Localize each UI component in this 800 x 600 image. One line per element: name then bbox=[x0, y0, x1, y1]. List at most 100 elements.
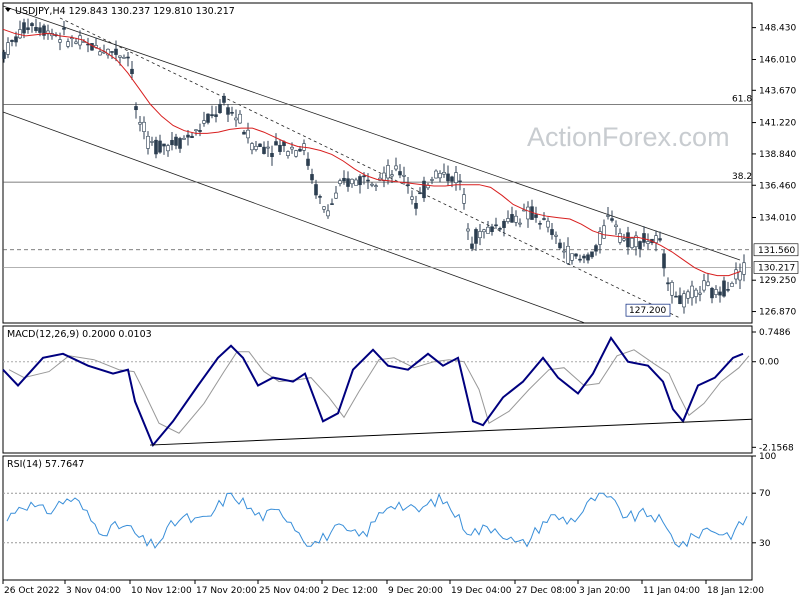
candle bbox=[542, 218, 546, 220]
candle bbox=[482, 229, 486, 233]
candle bbox=[690, 285, 694, 299]
fib-label: 61.8 bbox=[732, 94, 752, 104]
candle bbox=[450, 176, 454, 182]
macd-signal-line bbox=[8, 349, 750, 434]
candle bbox=[6, 42, 10, 55]
candle bbox=[126, 56, 130, 59]
candle bbox=[346, 178, 350, 187]
macd-line bbox=[2, 335, 744, 448]
candle bbox=[234, 117, 238, 121]
candle bbox=[322, 206, 326, 210]
candle bbox=[414, 202, 418, 209]
candle bbox=[706, 281, 710, 286]
candle bbox=[610, 218, 614, 221]
rsi-line bbox=[6, 492, 748, 549]
candle bbox=[202, 120, 206, 124]
candle bbox=[230, 112, 234, 114]
candle bbox=[18, 29, 22, 39]
candle bbox=[726, 289, 730, 291]
candle bbox=[290, 146, 294, 150]
candle bbox=[298, 148, 302, 152]
candle bbox=[62, 27, 66, 30]
macd-tick-label: -2.1568 bbox=[759, 443, 794, 453]
candle bbox=[618, 233, 622, 243]
candle bbox=[258, 143, 262, 147]
candle bbox=[330, 203, 334, 205]
candle bbox=[738, 271, 742, 281]
candle bbox=[418, 192, 422, 195]
level-label-box bbox=[753, 243, 799, 257]
price-tick-label: 146.010 bbox=[759, 55, 796, 65]
x-tick-label: 3 Jan 20:00 bbox=[579, 586, 631, 596]
candle bbox=[506, 218, 510, 222]
candle bbox=[198, 130, 202, 132]
candle bbox=[14, 36, 18, 43]
price-tick-label: 148.430 bbox=[759, 24, 796, 34]
candle bbox=[166, 145, 170, 152]
rsi-title: RSI(14) 57.7647 bbox=[7, 459, 84, 470]
candle bbox=[670, 282, 674, 296]
candle bbox=[370, 183, 374, 186]
rsi-tick-label: 70 bbox=[759, 489, 771, 499]
candle bbox=[594, 245, 598, 252]
candle bbox=[638, 241, 642, 250]
candle bbox=[306, 158, 310, 166]
candle bbox=[218, 104, 222, 114]
candle bbox=[722, 280, 726, 297]
candle bbox=[566, 245, 570, 264]
candle bbox=[714, 289, 718, 295]
candle bbox=[142, 121, 146, 132]
candle bbox=[546, 220, 550, 228]
candle bbox=[146, 135, 150, 149]
candle bbox=[334, 192, 338, 199]
rsi-tick-label: 100 bbox=[759, 452, 776, 462]
candle bbox=[42, 25, 46, 36]
candle bbox=[702, 280, 706, 291]
candle bbox=[162, 143, 166, 147]
x-tick-label: 18 Jan 12:00 bbox=[707, 586, 764, 596]
candle bbox=[678, 295, 682, 305]
candle bbox=[430, 179, 434, 181]
candle bbox=[526, 206, 530, 220]
candle bbox=[214, 114, 218, 117]
candle bbox=[490, 226, 494, 232]
chevron-down-icon bbox=[5, 8, 11, 12]
candle bbox=[598, 231, 602, 245]
candle bbox=[22, 22, 26, 34]
candle bbox=[646, 241, 650, 244]
level-label: 130.217 bbox=[758, 263, 795, 273]
candle bbox=[402, 174, 406, 177]
candle bbox=[118, 55, 122, 58]
candle bbox=[186, 134, 190, 138]
x-tick-label: 25 Nov 04:00 bbox=[259, 586, 320, 596]
candle bbox=[634, 235, 638, 248]
candle bbox=[266, 146, 270, 149]
candle bbox=[278, 144, 282, 152]
candle bbox=[742, 262, 746, 275]
low-label: 127.200 bbox=[629, 306, 666, 316]
candle bbox=[698, 292, 702, 295]
candle bbox=[294, 150, 298, 157]
x-tick-label: 17 Nov 20:00 bbox=[196, 586, 257, 596]
price-tick-label: 141.220 bbox=[759, 119, 796, 129]
candle bbox=[98, 51, 102, 56]
candle bbox=[494, 224, 498, 227]
candle bbox=[130, 68, 134, 75]
candle bbox=[34, 27, 38, 31]
candle bbox=[30, 23, 34, 26]
candle bbox=[718, 291, 722, 296]
low-label-box bbox=[625, 303, 671, 317]
candle bbox=[246, 129, 250, 139]
candle bbox=[386, 165, 390, 179]
candle bbox=[394, 165, 398, 170]
candle bbox=[338, 180, 342, 184]
candle bbox=[174, 136, 178, 146]
candle bbox=[358, 176, 362, 186]
macd-title: MACD(12,26,9) 0.2000 0.0103 bbox=[7, 329, 152, 340]
candle bbox=[682, 293, 686, 308]
candle bbox=[534, 214, 538, 218]
candle bbox=[658, 238, 662, 241]
candle bbox=[382, 172, 386, 182]
candle bbox=[182, 137, 186, 140]
